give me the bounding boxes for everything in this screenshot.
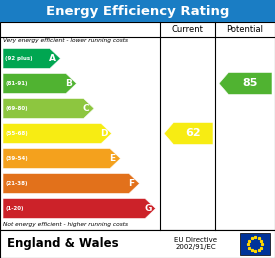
Text: Very energy efficient - lower running costs: Very energy efficient - lower running co… xyxy=(3,38,128,43)
Text: (21-38): (21-38) xyxy=(5,181,28,186)
Text: E: E xyxy=(109,154,116,163)
Bar xyxy=(240,233,270,255)
Text: (39-54): (39-54) xyxy=(5,156,28,161)
Text: C: C xyxy=(83,104,90,113)
Text: 85: 85 xyxy=(243,78,258,88)
Text: Not energy efficient - higher running costs: Not energy efficient - higher running co… xyxy=(3,222,128,227)
Polygon shape xyxy=(3,124,112,143)
Text: D: D xyxy=(100,129,108,138)
Polygon shape xyxy=(3,173,139,194)
Polygon shape xyxy=(3,49,60,69)
Text: A: A xyxy=(49,54,56,63)
Bar xyxy=(0,0,275,22)
Polygon shape xyxy=(3,99,94,118)
Text: (55-68): (55-68) xyxy=(5,131,28,136)
Polygon shape xyxy=(3,198,156,219)
Polygon shape xyxy=(3,149,120,168)
Text: G: G xyxy=(144,204,152,213)
Text: 2002/91/EC: 2002/91/EC xyxy=(176,244,216,250)
Bar xyxy=(0,230,275,258)
Text: Current: Current xyxy=(172,25,204,34)
Text: EU Directive: EU Directive xyxy=(175,237,218,243)
Polygon shape xyxy=(3,74,76,93)
Text: F: F xyxy=(128,179,135,188)
Text: (1-20): (1-20) xyxy=(5,206,23,211)
Bar xyxy=(0,22,275,230)
Text: England & Wales: England & Wales xyxy=(7,238,119,251)
Text: (81-91): (81-91) xyxy=(5,81,28,86)
Text: Energy Efficiency Rating: Energy Efficiency Rating xyxy=(46,4,229,18)
Text: (92 plus): (92 plus) xyxy=(5,56,33,61)
Text: (69-80): (69-80) xyxy=(5,106,28,111)
Text: Potential: Potential xyxy=(227,25,263,34)
Polygon shape xyxy=(219,72,272,94)
Text: B: B xyxy=(65,79,72,88)
Polygon shape xyxy=(164,123,213,144)
Text: 62: 62 xyxy=(185,128,201,139)
